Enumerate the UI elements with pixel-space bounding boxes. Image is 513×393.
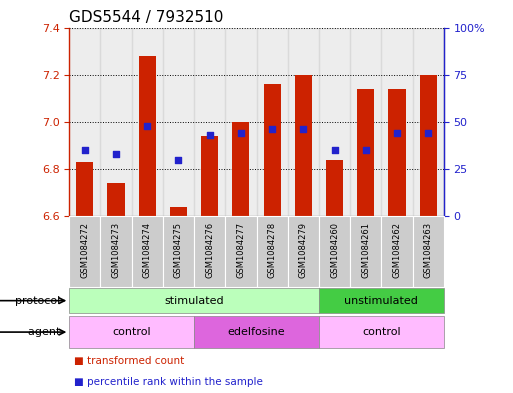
- Bar: [350, 28, 381, 216]
- Bar: [256, 28, 288, 216]
- Bar: [139, 56, 156, 216]
- Text: GSM1084276: GSM1084276: [205, 222, 214, 278]
- Bar: [412, 28, 444, 216]
- Text: GSM1084275: GSM1084275: [174, 222, 183, 278]
- Text: GSM1084273: GSM1084273: [111, 222, 121, 278]
- Bar: [69, 316, 194, 348]
- Text: agent: agent: [28, 327, 64, 337]
- Bar: [201, 136, 218, 216]
- Text: GSM1084260: GSM1084260: [330, 222, 339, 278]
- Bar: [163, 28, 194, 216]
- Text: ■ percentile rank within the sample: ■ percentile rank within the sample: [74, 377, 263, 387]
- Bar: [381, 216, 412, 287]
- Text: stimulated: stimulated: [164, 296, 224, 306]
- Bar: [319, 28, 350, 216]
- Text: unstimulated: unstimulated: [344, 296, 418, 306]
- Point: [330, 147, 339, 153]
- Text: protocol: protocol: [15, 296, 64, 306]
- Bar: [388, 89, 405, 216]
- Bar: [319, 288, 444, 313]
- Bar: [132, 216, 163, 287]
- Point: [112, 151, 120, 157]
- Bar: [420, 75, 437, 216]
- Text: edelfosine: edelfosine: [228, 327, 285, 337]
- Text: GSM1084278: GSM1084278: [268, 222, 277, 278]
- Text: control: control: [362, 327, 401, 337]
- Text: GSM1084274: GSM1084274: [143, 222, 152, 278]
- Bar: [101, 28, 132, 216]
- Point: [206, 132, 214, 138]
- Bar: [194, 316, 319, 348]
- Bar: [101, 216, 132, 287]
- Bar: [288, 216, 319, 287]
- Bar: [194, 216, 225, 287]
- Bar: [170, 207, 187, 216]
- Bar: [108, 183, 125, 216]
- Text: GSM1084263: GSM1084263: [424, 222, 432, 278]
- Bar: [225, 216, 256, 287]
- Bar: [256, 216, 288, 287]
- Bar: [288, 28, 319, 216]
- Bar: [412, 216, 444, 287]
- Text: control: control: [112, 327, 151, 337]
- Bar: [163, 216, 194, 287]
- Point: [81, 147, 89, 153]
- Bar: [232, 122, 249, 216]
- Point: [299, 126, 307, 132]
- Bar: [319, 216, 350, 287]
- Bar: [350, 216, 381, 287]
- Text: GSM1084272: GSM1084272: [81, 222, 89, 278]
- Bar: [69, 288, 319, 313]
- Bar: [264, 84, 281, 216]
- Bar: [295, 75, 312, 216]
- Text: GDS5544 / 7932510: GDS5544 / 7932510: [69, 10, 224, 25]
- Point: [237, 130, 245, 136]
- Bar: [194, 28, 225, 216]
- Point: [174, 156, 183, 163]
- Bar: [326, 160, 343, 216]
- Text: GSM1084277: GSM1084277: [236, 222, 245, 278]
- Text: GSM1084261: GSM1084261: [361, 222, 370, 278]
- Text: ■ transformed count: ■ transformed count: [74, 356, 185, 365]
- Point: [268, 126, 276, 132]
- Text: GSM1084279: GSM1084279: [299, 222, 308, 278]
- Point: [393, 130, 401, 136]
- Bar: [319, 316, 444, 348]
- Bar: [225, 28, 256, 216]
- Bar: [69, 28, 101, 216]
- Point: [424, 130, 432, 136]
- Point: [362, 147, 370, 153]
- Text: GSM1084262: GSM1084262: [392, 222, 402, 278]
- Bar: [69, 216, 101, 287]
- Bar: [132, 28, 163, 216]
- Bar: [381, 28, 412, 216]
- Bar: [357, 89, 374, 216]
- Bar: [76, 162, 93, 216]
- Point: [143, 123, 151, 129]
